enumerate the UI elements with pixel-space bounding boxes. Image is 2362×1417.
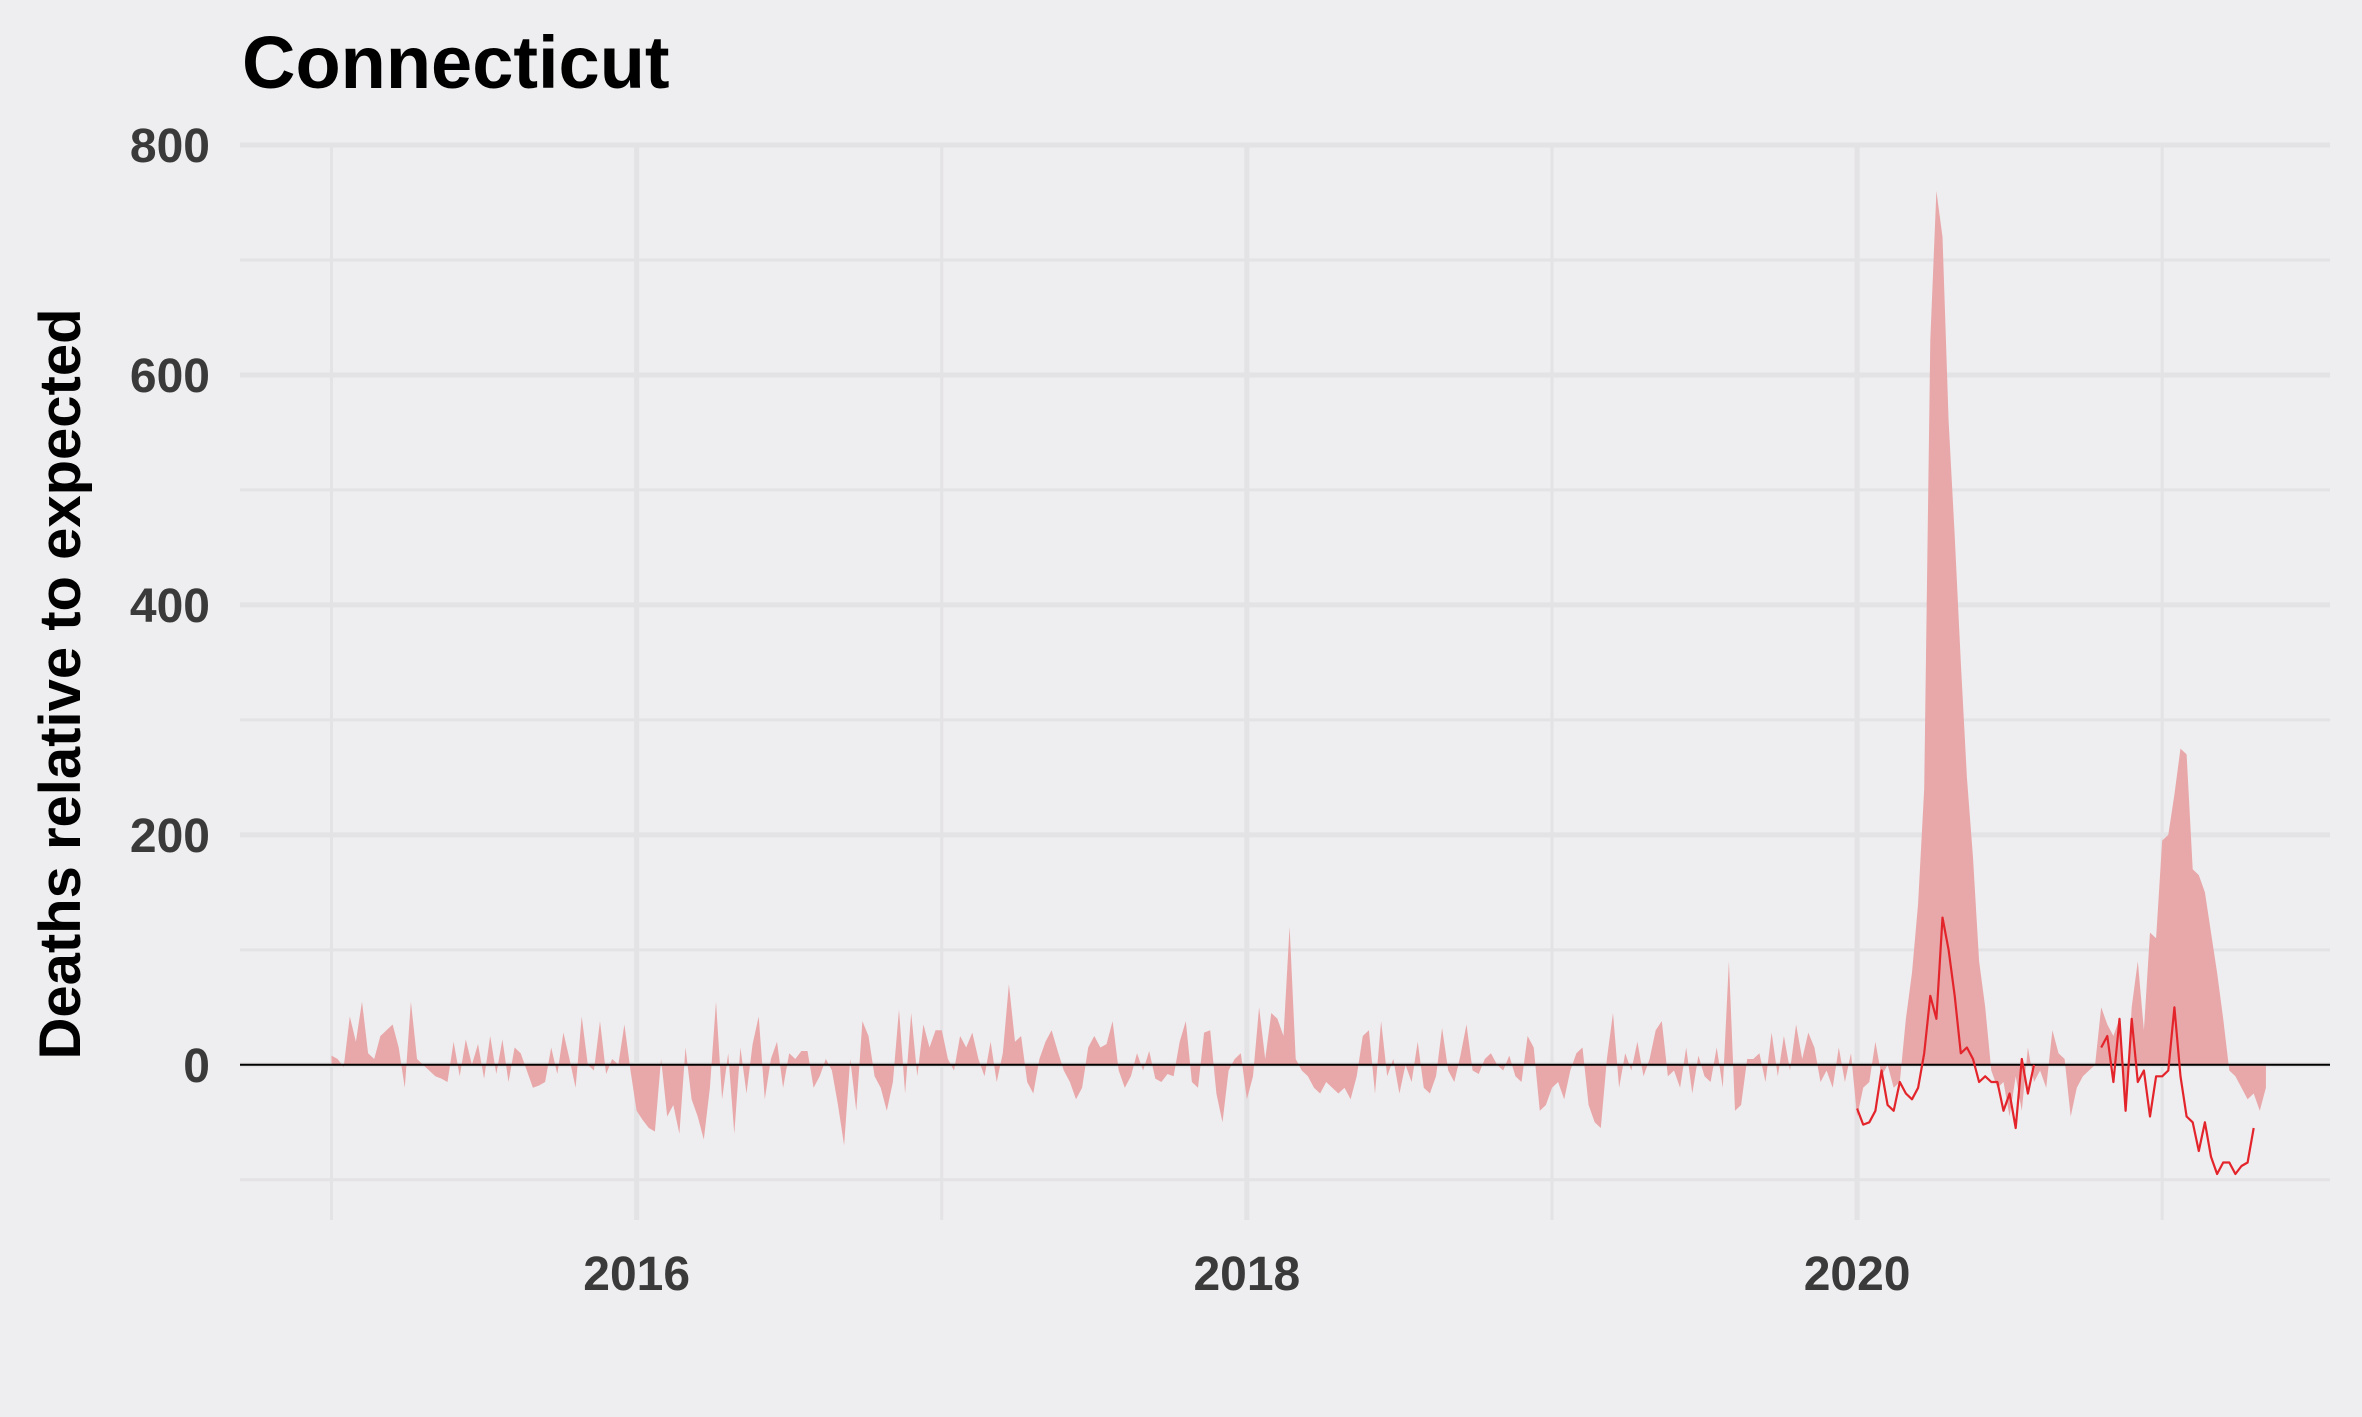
y-tick-label-800: 800 (130, 120, 210, 173)
x-tick-label-2016: 2016 (583, 1248, 690, 1301)
y-tick-label-400: 400 (130, 580, 210, 633)
y-tick-label-0: 0 (183, 1040, 210, 1093)
recent-line-segment-2 (2100, 1006, 2255, 1176)
y-tick-label-200: 200 (130, 810, 210, 863)
excess-deaths-area (331, 191, 2266, 1146)
y-tick-label-600: 600 (130, 350, 210, 403)
x-tick-label-2020: 2020 (1804, 1248, 1911, 1301)
grid (240, 142, 2330, 1220)
y-axis-ticks: 0 200 400 600 800 (130, 120, 210, 1093)
y-axis-label: Deaths relative to expected (28, 308, 93, 1059)
x-tick-label-2018: 2018 (1193, 1248, 1300, 1301)
recent-line-segment-1 (1856, 916, 2036, 1130)
series-layer (240, 191, 2330, 1176)
x-axis-ticks: 2016 2018 2020 (583, 1248, 1910, 1301)
chart-title: Connecticut (242, 21, 670, 104)
